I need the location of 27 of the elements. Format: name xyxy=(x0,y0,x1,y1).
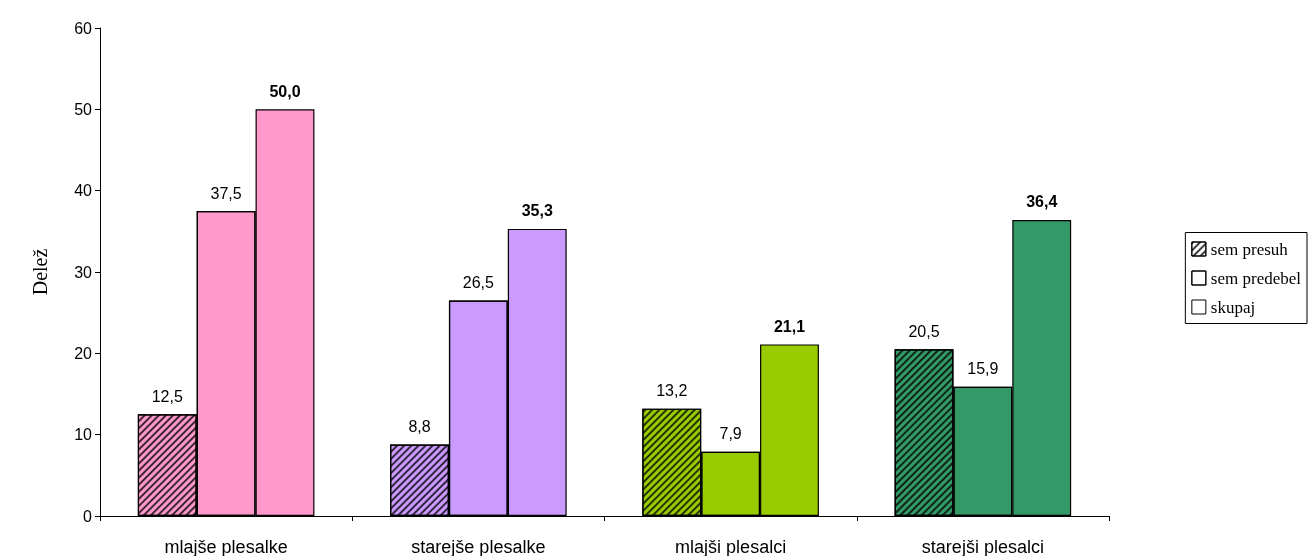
x-tick-label: starejši plesalci xyxy=(921,537,1044,556)
data-label: 12,5 xyxy=(151,387,183,405)
y-tick-label: 50 xyxy=(74,100,93,118)
y-tick-label: 60 xyxy=(74,19,93,37)
y-tick-label: 40 xyxy=(74,182,93,200)
y-tick-label: 0 xyxy=(83,507,93,525)
data-label: 15,9 xyxy=(967,360,999,378)
data-label: 7,9 xyxy=(719,425,742,443)
y-tick-label: 20 xyxy=(74,344,93,362)
data-label: 35,3 xyxy=(521,202,553,220)
data-label: 36,4 xyxy=(1026,193,1058,211)
data-label: 50,0 xyxy=(269,82,301,100)
x-tick-label: mlajše plesalke xyxy=(164,537,288,556)
data-label: 13,2 xyxy=(656,382,688,400)
data-label: 20,5 xyxy=(908,322,940,340)
data-label: 26,5 xyxy=(462,273,495,291)
y-axis-title: Delež xyxy=(29,248,51,296)
data-label: 21,1 xyxy=(773,317,806,335)
legend-label: skupaj xyxy=(1210,297,1256,317)
data-label: 8,8 xyxy=(408,417,431,435)
legend-label: sem predebel xyxy=(1210,268,1302,288)
legend-label: sem presuh xyxy=(1210,239,1289,259)
x-tick-label: mlajši plesalci xyxy=(675,537,787,556)
y-tick-label: 30 xyxy=(74,263,93,281)
y-tick-label: 10 xyxy=(74,426,93,444)
x-tick-label: starejše plesalke xyxy=(411,537,546,556)
data-label: 37,5 xyxy=(210,184,242,202)
